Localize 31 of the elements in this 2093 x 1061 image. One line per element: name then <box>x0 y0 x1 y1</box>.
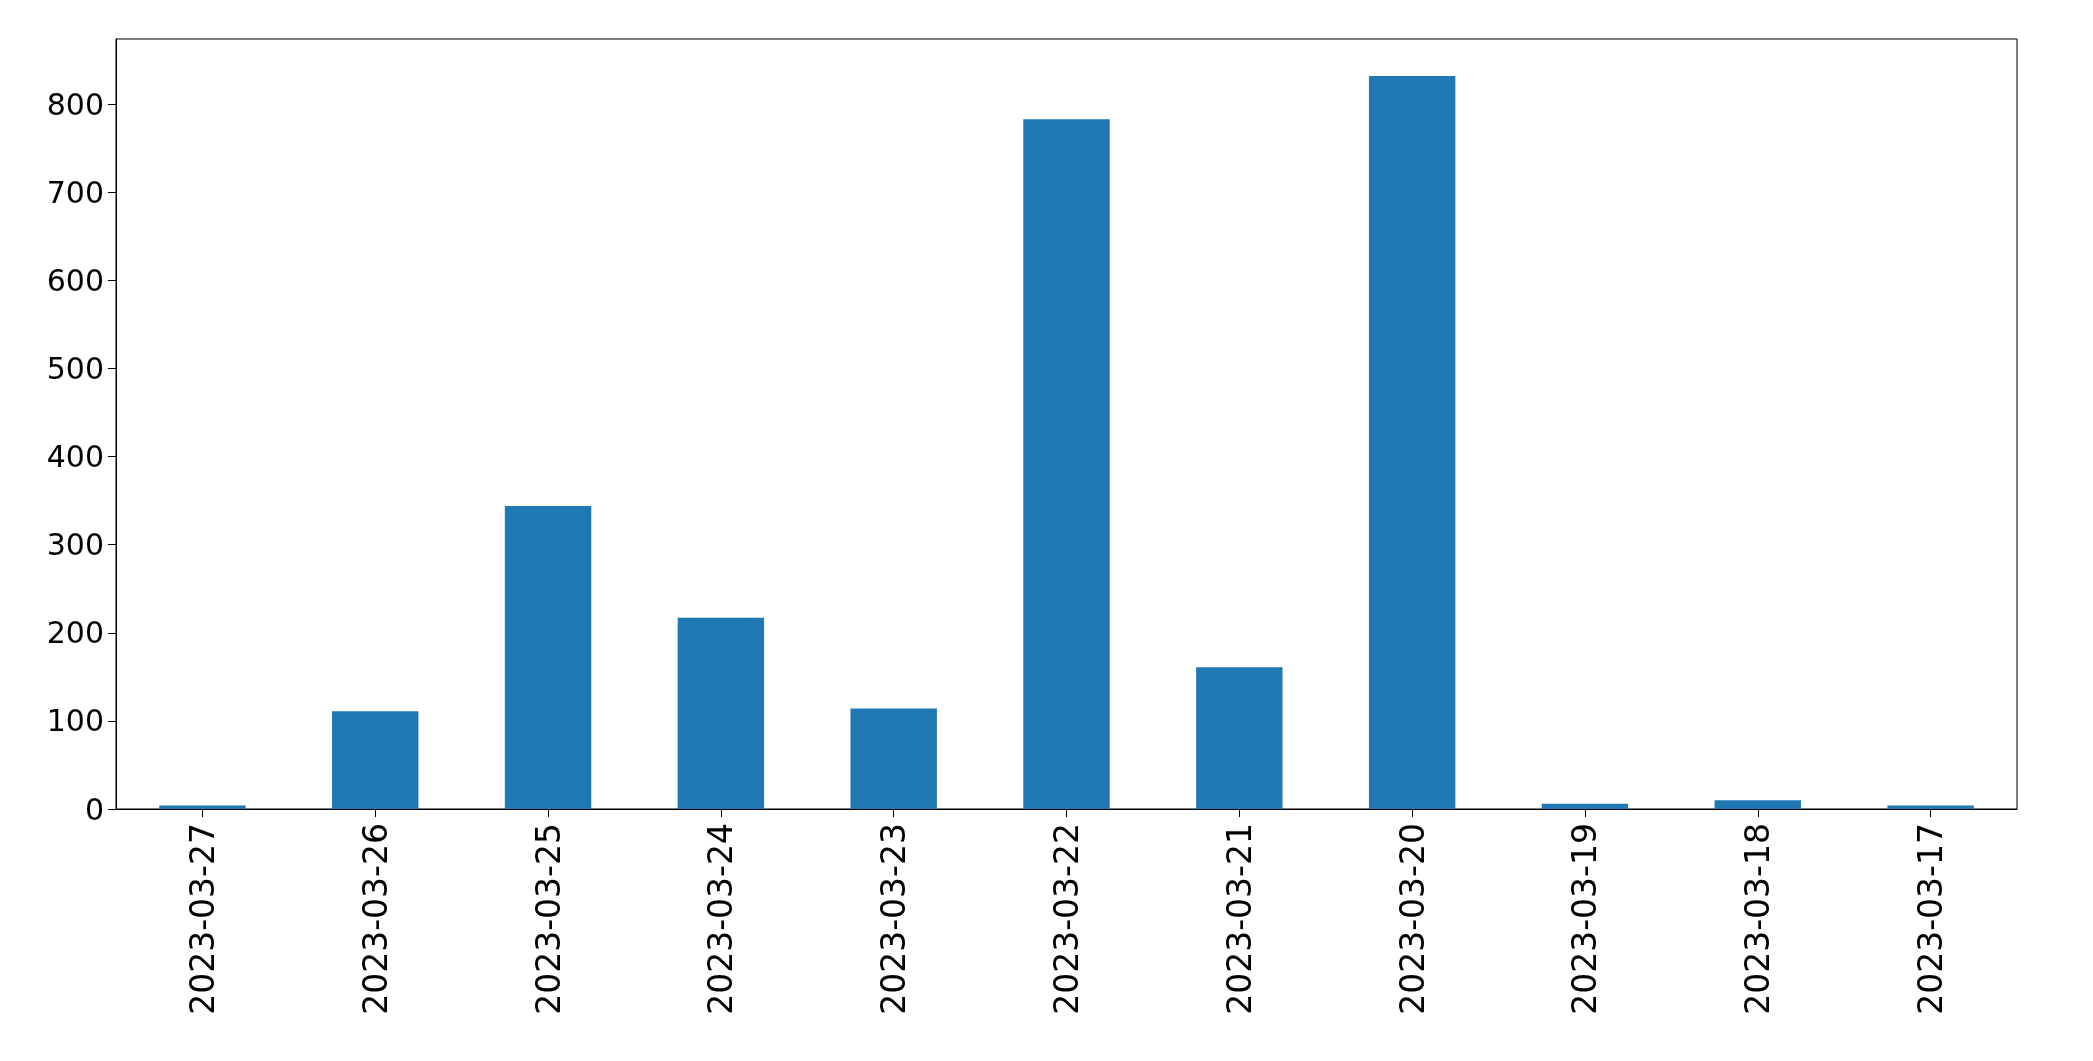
bar <box>332 711 419 809</box>
x-tick-label: 2023-03-27 <box>182 823 222 1015</box>
y-tick-label: 100 <box>46 703 104 739</box>
y-tick-label: 800 <box>46 86 104 122</box>
bar <box>504 505 592 809</box>
x-tick-label: 2023-03-20 <box>1392 823 1432 1015</box>
y-tick-label: 600 <box>46 262 104 298</box>
bar <box>1368 76 1456 809</box>
bar <box>850 708 937 809</box>
x-tick-label: 2023-03-18 <box>1738 823 1778 1015</box>
x-tick-label: 2023-03-25 <box>528 823 568 1015</box>
x-tick-label: 2023-03-24 <box>701 823 741 1015</box>
y-tick-label: 0 <box>84 791 104 827</box>
y-tick-label: 500 <box>46 351 104 386</box>
y-tick-label: 400 <box>46 439 104 475</box>
bar <box>1887 805 1974 809</box>
bar <box>159 805 246 809</box>
bar <box>1541 803 1629 809</box>
y-tick-label: 700 <box>46 174 104 210</box>
y-tick-label: 300 <box>46 527 104 563</box>
x-tick-label: 2023-03-19 <box>1565 823 1605 1015</box>
bar <box>1196 667 1283 809</box>
x-tick-label: 2023-03-26 <box>355 823 395 1015</box>
x-tick-label: 2023-03-23 <box>874 823 914 1015</box>
bar <box>677 617 765 809</box>
bar <box>1023 119 1110 809</box>
x-tick-label: 2023-03-17 <box>1911 823 1951 1015</box>
y-tick-label: 200 <box>46 615 104 651</box>
x-tick-label: 2023-03-21 <box>1219 823 1259 1015</box>
bar <box>1714 800 1801 809</box>
x-tick-label: 2023-03-22 <box>1047 823 1086 1015</box>
